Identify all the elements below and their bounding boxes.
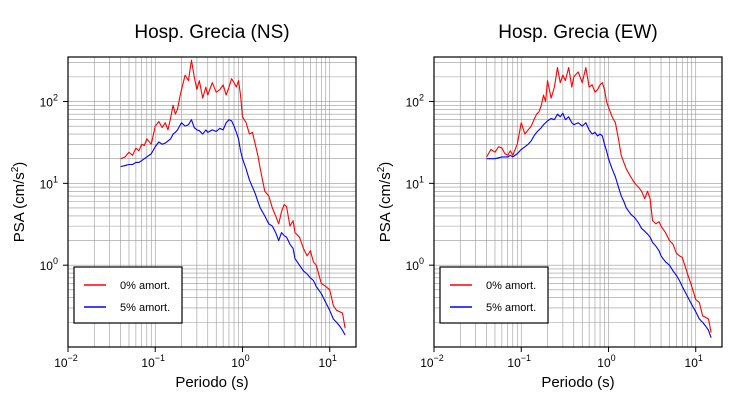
legend: 0% amort. 5% amort.	[73, 266, 183, 324]
y-tick-label: 100	[406, 256, 424, 273]
series-line-damped	[120, 119, 346, 336]
x-tick-label: 10−2	[420, 353, 444, 370]
series-line-damped	[486, 112, 712, 338]
legend-label: 0% amort.	[120, 280, 170, 292]
x-tick-label: 10−2	[54, 353, 78, 370]
series-line-undamped	[486, 67, 712, 333]
x-tick-label: 10−1	[141, 353, 165, 370]
x-tick-label: 100	[597, 353, 615, 370]
x-tick-label: 100	[231, 353, 249, 370]
y-axis-label: PSA (cm/s2)	[10, 162, 28, 243]
x-tick-label: 10−1	[507, 353, 531, 370]
x-tick-label: 101	[685, 353, 703, 370]
y-tick-label: 102	[406, 93, 424, 110]
series-line-undamped	[120, 59, 346, 329]
y-tick-label: 101	[406, 174, 424, 191]
plot-frame	[433, 56, 723, 348]
x-tick-label: 101	[319, 353, 337, 370]
y-axis-label: PSA (cm/s2)	[376, 162, 394, 243]
legend-box	[73, 266, 183, 324]
legend-label: 5% amort.	[120, 302, 170, 314]
y-tick-label: 100	[40, 256, 58, 273]
plot-frame	[67, 56, 357, 348]
chart-title: Hosp. Grecia (NS)	[134, 22, 289, 43]
legend-box	[439, 266, 549, 324]
chart-panel-2: 10−2 10−1 100 101 100 101 102 Hosp. Grecia (EW)…	[376, 22, 723, 391]
legend-label: 5% amort.	[486, 302, 536, 314]
x-axis-label: Periodo (s)	[175, 374, 248, 391]
x-axis-label: Periodo (s)	[541, 374, 614, 391]
chart-title: Hosp. Grecia (EW)	[498, 22, 657, 43]
grid	[433, 57, 723, 348]
legend: 0% amort. 5% amort.	[439, 266, 549, 324]
legend-label: 0% amort.	[486, 280, 536, 292]
y-tick-label: 101	[40, 174, 58, 191]
y-tick-label: 102	[40, 93, 58, 110]
chart-panel-1: 10−2 10−1 100 101 100 101 102 Hosp. Grecia (NS)…	[10, 22, 357, 391]
